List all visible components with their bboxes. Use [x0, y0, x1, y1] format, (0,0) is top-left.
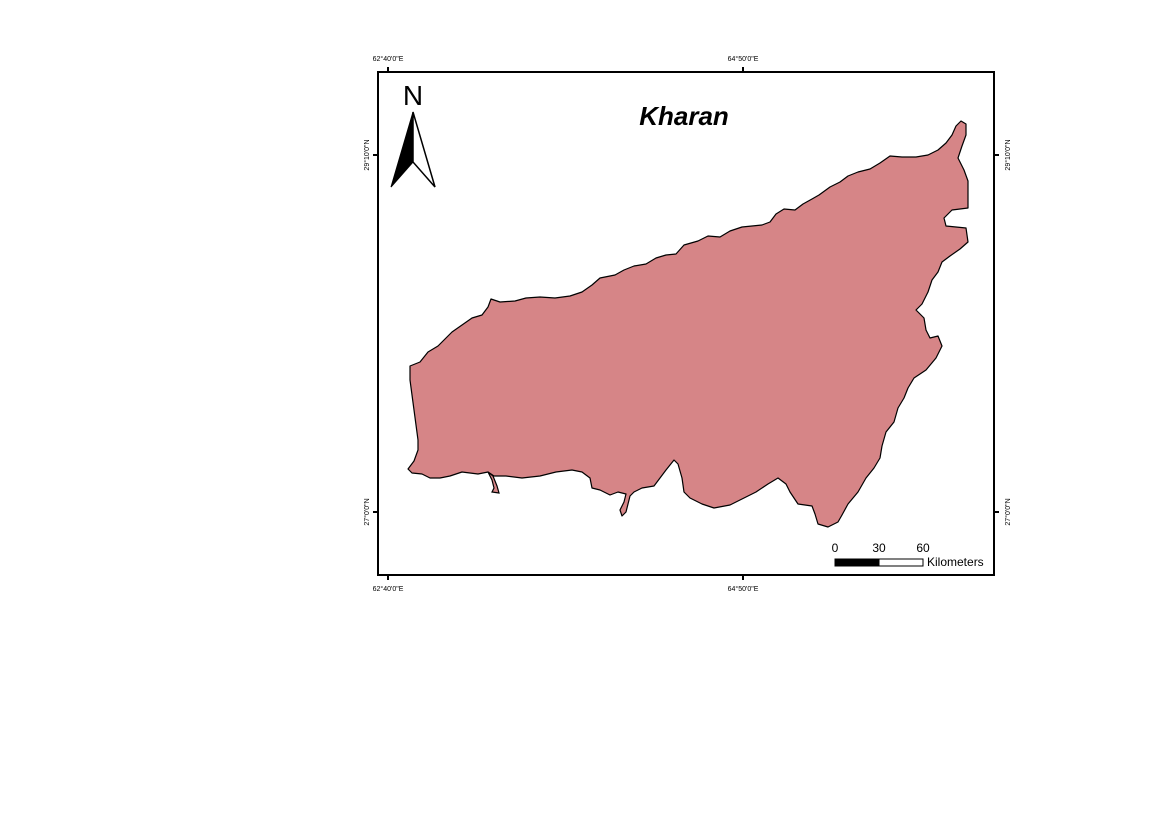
scale-tick-0: 0 — [832, 541, 839, 555]
scale-bar-segment-1 — [834, 558, 880, 567]
scale-bar-segment-2 — [878, 558, 924, 567]
scale-unit-label: Kilometers — [927, 555, 984, 569]
kharan-southwest-spur — [487, 471, 500, 494]
graticule-ticks — [373, 67, 999, 580]
lat-label-right-lower: 27°0'0"N — [1004, 498, 1012, 525]
map-title: Kharan — [639, 101, 729, 131]
lat-label-right-upper: 29°10'0"N — [1004, 139, 1012, 170]
lon-label-top-left: 62°40'0"E — [373, 55, 404, 63]
scale-tick-30: 30 — [872, 541, 886, 555]
scale-bar — [834, 558, 924, 567]
scale-tick-60: 60 — [916, 541, 930, 555]
lon-label-bottom-right: 64°50'0"E — [728, 585, 759, 593]
lat-label-left-upper: 29°10'0"N — [363, 139, 371, 170]
lat-label-left-lower: 27°0'0"N — [363, 498, 371, 525]
map-frame — [377, 71, 995, 576]
lon-label-bottom-left: 62°40'0"E — [373, 585, 404, 593]
kharan-district-polygon — [407, 120, 969, 528]
lon-label-top-right: 64°50'0"E — [728, 55, 759, 63]
north-arrow-label: N — [403, 80, 423, 111]
north-arrow-icon — [390, 111, 436, 188]
